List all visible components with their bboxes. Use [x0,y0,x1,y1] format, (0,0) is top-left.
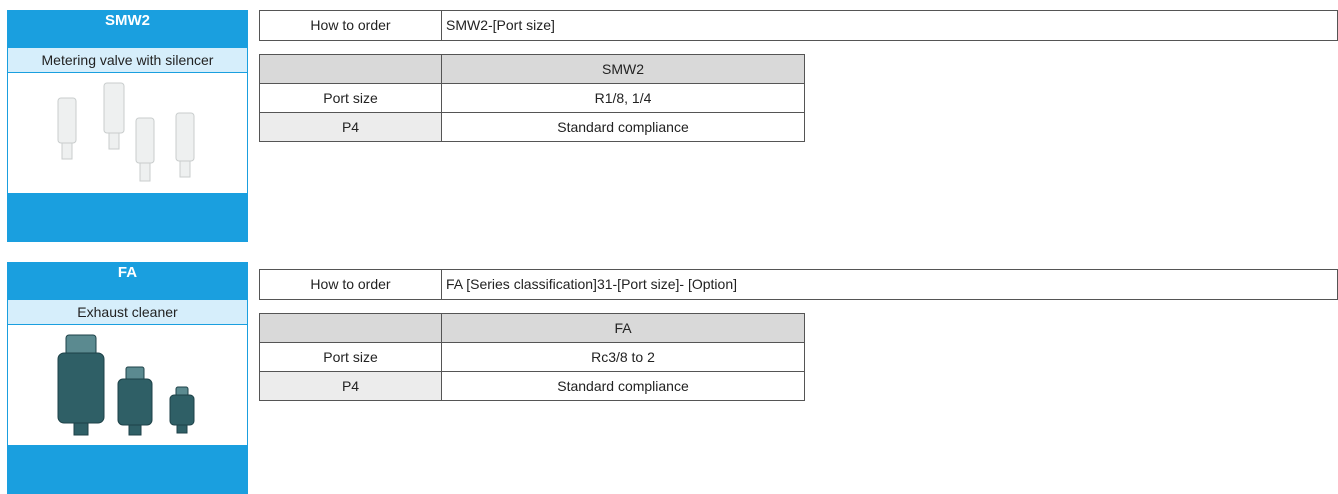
table-header [259,54,442,84]
table-cell: Rc3/8 to 2 [441,342,805,372]
order-value: FA [Series classification]31-[Port size]… [441,269,1338,300]
product-image [8,73,247,193]
table-cell: P4 [259,112,442,142]
table-header [259,313,442,343]
product-description: Metering valve with silencer [7,47,248,73]
product-description: Exhaust cleaner [7,299,248,325]
table-cell: Standard compliance [441,371,805,401]
table-header: SMW2 [441,54,805,84]
order-label: How to order [259,269,442,300]
table-cell: R1/8, 1/4 [441,83,805,113]
table-header: FA [441,313,805,343]
table-cell: Standard compliance [441,112,805,142]
table-cell: Port size [259,83,442,113]
product-code: SMW2 [105,12,150,29]
product-code: FA [117,264,138,281]
table-cell: Port size [259,342,442,372]
order-value: SMW2-[Port size] [441,10,1338,41]
order-label: How to order [259,10,442,41]
product-image [8,325,247,445]
table-cell: P4 [259,371,442,401]
